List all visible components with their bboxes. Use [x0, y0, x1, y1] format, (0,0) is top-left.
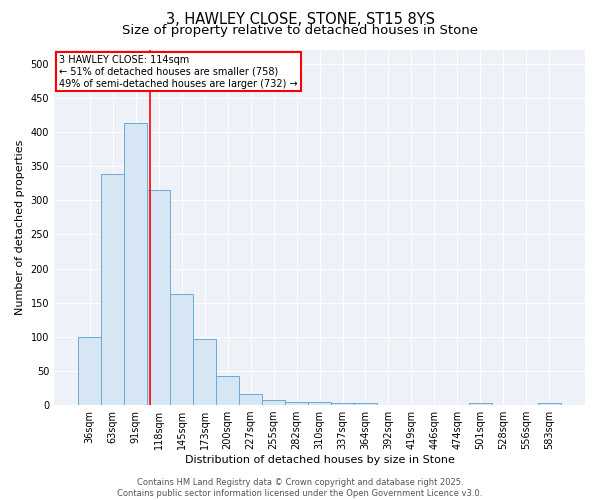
Bar [101, 174, 124, 405]
Bar [331, 403, 354, 405]
Bar [239, 394, 262, 405]
Bar [78, 337, 101, 405]
Bar [308, 402, 331, 405]
Bar [469, 403, 492, 405]
Text: Size of property relative to detached houses in Stone: Size of property relative to detached ho… [122, 24, 478, 37]
Bar [538, 403, 561, 405]
Text: 3, HAWLEY CLOSE, STONE, ST15 8YS: 3, HAWLEY CLOSE, STONE, ST15 8YS [166, 12, 434, 28]
X-axis label: Distribution of detached houses by size in Stone: Distribution of detached houses by size … [185, 455, 454, 465]
Bar [216, 376, 239, 405]
Bar [354, 403, 377, 405]
Bar [170, 294, 193, 405]
Bar [262, 400, 285, 405]
Y-axis label: Number of detached properties: Number of detached properties [15, 140, 25, 315]
Bar [193, 339, 216, 405]
Bar [124, 123, 147, 405]
Text: Contains HM Land Registry data © Crown copyright and database right 2025.
Contai: Contains HM Land Registry data © Crown c… [118, 478, 482, 498]
Text: 3 HAWLEY CLOSE: 114sqm
← 51% of detached houses are smaller (758)
49% of semi-de: 3 HAWLEY CLOSE: 114sqm ← 51% of detached… [59, 56, 298, 88]
Bar [147, 190, 170, 405]
Bar [285, 402, 308, 405]
